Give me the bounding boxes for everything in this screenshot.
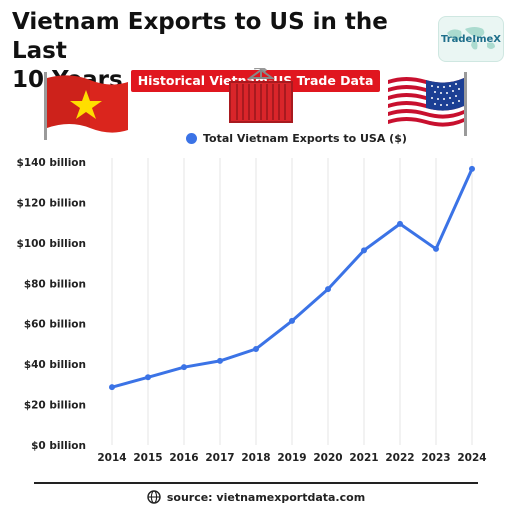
data-point xyxy=(397,220,403,227)
x-tick-label: 2019 xyxy=(277,452,306,464)
page-title: Vietnam Exports to US in the Last 10 Yea… xyxy=(12,8,422,95)
legend-label: Total Vietnam Exports to USA ($) xyxy=(203,132,407,145)
x-tick-label: 2021 xyxy=(349,452,378,464)
footer-divider xyxy=(34,482,478,484)
x-tick-label: 2017 xyxy=(205,452,234,464)
data-point xyxy=(217,357,223,364)
y-tick-label: $100 billion xyxy=(17,238,86,250)
chart-grid xyxy=(111,158,473,445)
x-tick-label: 2022 xyxy=(385,452,414,464)
data-point xyxy=(433,245,439,252)
x-tick-label: 2014 xyxy=(97,452,126,464)
subtitle-badge: Historical Vietnam-US Trade Data xyxy=(130,69,381,92)
y-tick-label: $60 billion xyxy=(24,319,86,331)
us-flag-icon xyxy=(388,72,467,136)
data-point xyxy=(145,374,151,381)
x-axis: 2014 2015 2016 2017 2018 2019 2020 2021 2022 2023… xyxy=(97,452,486,464)
y-axis: $0 billion $20 billion $40 billion $60 bill… xyxy=(17,157,86,452)
y-tick-label: $0 billion xyxy=(31,440,86,452)
x-tick-label: 2016 xyxy=(169,452,198,464)
chart-legend: Total Vietnam Exports to USA ($) xyxy=(186,132,407,145)
logo-text: TradeImeX xyxy=(441,33,501,45)
globe-icon xyxy=(147,490,161,504)
x-tick-label: 2024 xyxy=(457,452,486,464)
data-point xyxy=(181,364,187,371)
title-line-1: Vietnam Exports to US in the Last xyxy=(12,9,388,64)
title-line-2-row: 10 Years Historical Vietnam-US Trade Dat… xyxy=(12,66,422,95)
world-map-icon xyxy=(447,27,495,50)
y-tick-label: $140 billion xyxy=(17,157,86,169)
x-tick-label: 2018 xyxy=(241,452,270,464)
data-point xyxy=(109,384,115,391)
y-tick-label: $20 billion xyxy=(24,400,86,412)
y-tick-label: $120 billion xyxy=(17,197,86,209)
legend-marker xyxy=(186,133,197,144)
x-tick-label: 2020 xyxy=(313,452,342,464)
data-point xyxy=(469,165,475,172)
data-point xyxy=(325,286,331,293)
brand-logo: TradeImeX xyxy=(438,16,504,62)
data-point xyxy=(289,317,295,324)
x-tick-label: 2015 xyxy=(133,452,162,464)
source-row: source: vietnamexportdata.com xyxy=(0,490,512,504)
data-point xyxy=(253,345,259,352)
x-tick-label: 2023 xyxy=(421,452,450,464)
data-points xyxy=(109,165,475,391)
shipping-container-icon xyxy=(229,68,293,123)
source-text: source: vietnamexportdata.com xyxy=(166,490,366,504)
data-point xyxy=(361,247,367,254)
vietnam-flag-icon xyxy=(44,72,128,140)
y-tick-label: $80 billion xyxy=(24,278,86,290)
y-tick-label: $40 billion xyxy=(24,359,86,371)
